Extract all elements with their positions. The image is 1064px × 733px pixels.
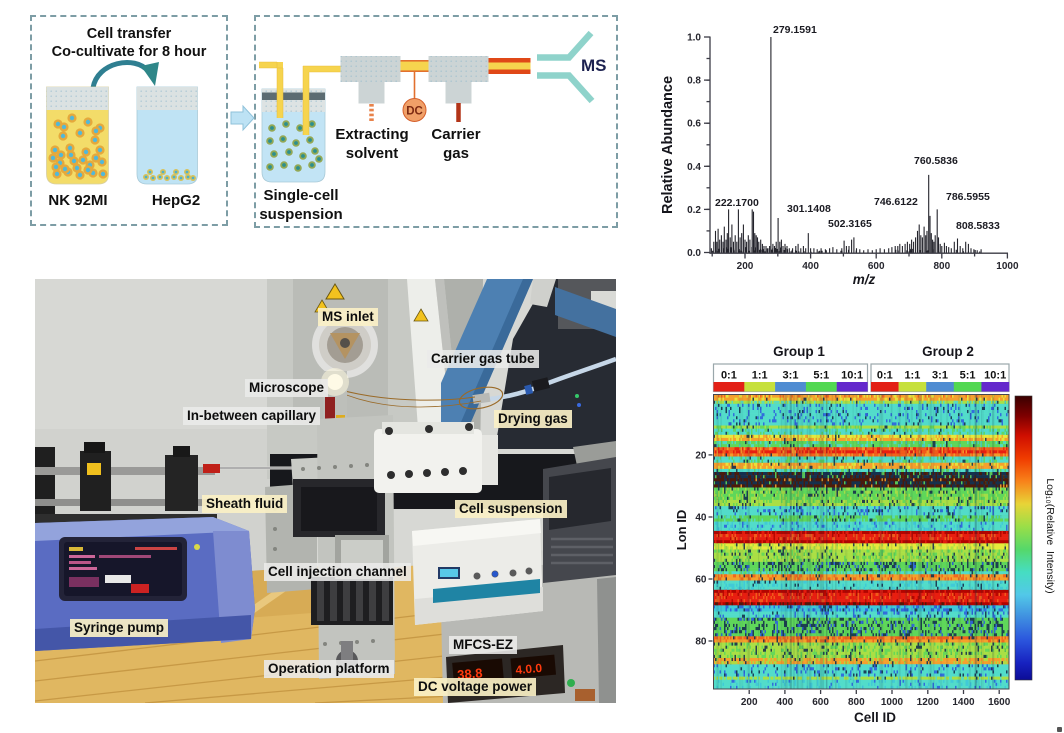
svg-text:808.5833: 808.5833: [956, 220, 1000, 232]
svg-text:222.1700: 222.1700: [715, 197, 759, 209]
svg-text:Relative Abundance: Relative Abundance: [660, 76, 676, 214]
svg-text:40: 40: [695, 513, 707, 524]
svg-text:0.2: 0.2: [687, 205, 701, 216]
svg-text:800: 800: [933, 261, 950, 272]
svg-text:800: 800: [848, 697, 865, 708]
svg-text:1.0: 1.0: [687, 33, 701, 44]
svg-text:400: 400: [777, 697, 794, 708]
svg-text:60: 60: [695, 575, 707, 586]
svg-text:Log₁₀(Relative Intensity): Log₁₀(Relative Intensity): [1044, 478, 1056, 593]
svg-text:600: 600: [868, 261, 885, 272]
svg-text:80: 80: [695, 637, 707, 648]
svg-text:200: 200: [737, 261, 754, 272]
svg-text:0.6: 0.6: [687, 119, 701, 130]
svg-text:1600: 1600: [988, 697, 1011, 708]
svg-text:200: 200: [741, 697, 758, 708]
svg-text:279.1591: 279.1591: [773, 24, 817, 36]
svg-text:Lon ID: Lon ID: [674, 510, 689, 550]
svg-text:Cell ID: Cell ID: [854, 710, 896, 725]
svg-text:786.5955: 786.5955: [946, 191, 990, 203]
svg-text:1200: 1200: [917, 697, 940, 708]
svg-text:1400: 1400: [952, 697, 975, 708]
svg-text:1:1: 1:1: [904, 370, 920, 382]
svg-text:1:1: 1:1: [752, 370, 768, 382]
svg-text:Group 2: Group 2: [922, 344, 974, 359]
svg-text:5:1: 5:1: [813, 370, 829, 382]
svg-text:1000: 1000: [881, 697, 904, 708]
svg-text:5:1: 5:1: [960, 370, 976, 382]
svg-text:0.4: 0.4: [687, 162, 701, 173]
svg-text:400: 400: [802, 261, 819, 272]
svg-text:3:1: 3:1: [783, 370, 799, 382]
svg-text:600: 600: [812, 697, 829, 708]
svg-text:4.0.0: 4.0.0: [515, 661, 543, 677]
svg-text:1000: 1000: [996, 261, 1019, 272]
svg-text:0.0: 0.0: [687, 248, 701, 259]
svg-text:0:1: 0:1: [877, 370, 893, 382]
svg-text:DC: DC: [406, 106, 423, 118]
svg-text:3:1: 3:1: [932, 370, 948, 382]
svg-text:301.1408: 301.1408: [787, 203, 831, 215]
svg-text:0.8: 0.8: [687, 76, 701, 87]
svg-text:0:1: 0:1: [721, 370, 737, 382]
svg-text:502.3165: 502.3165: [828, 218, 872, 230]
svg-text:Group 1: Group 1: [773, 344, 825, 359]
svg-text:10:1: 10:1: [984, 370, 1006, 382]
svg-text:760.5836: 760.5836: [914, 155, 958, 167]
svg-text:m/z: m/z: [853, 272, 876, 287]
svg-text:10:1: 10:1: [841, 370, 863, 382]
svg-text:746.6122: 746.6122: [874, 196, 918, 208]
svg-text:MS: MS: [581, 56, 607, 75]
svg-text:20: 20: [695, 450, 707, 461]
